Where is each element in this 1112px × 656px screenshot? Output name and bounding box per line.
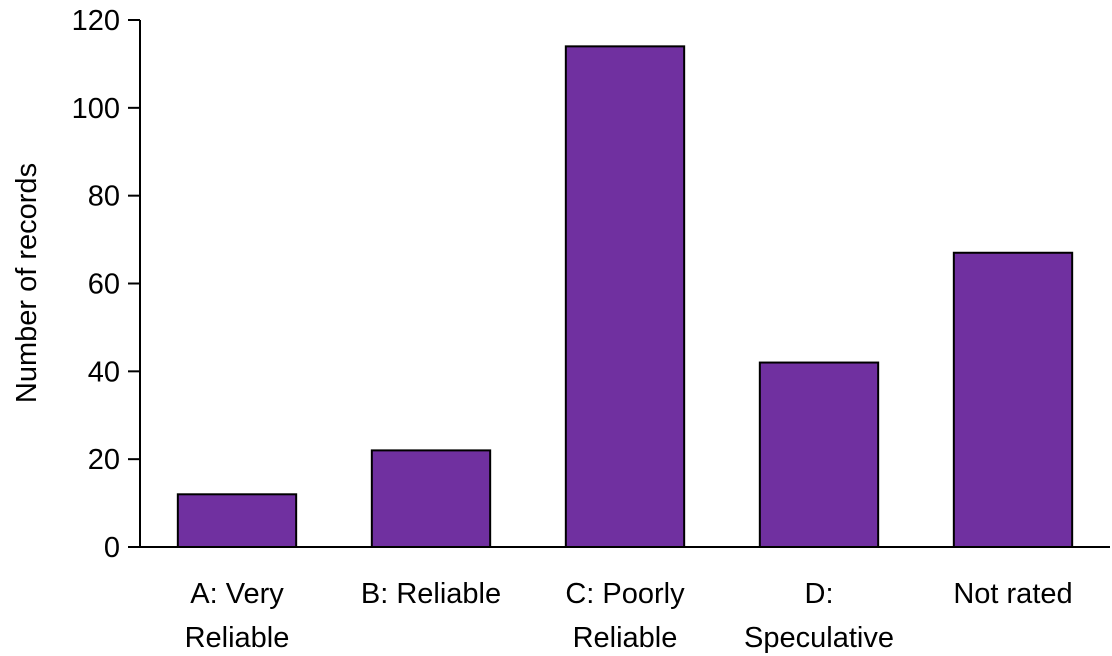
x-category-label-line: A: Very [190, 578, 284, 610]
bar [564, 45, 686, 548]
y-tick-label: 80 [88, 181, 120, 213]
y-tick-label: 100 [72, 93, 120, 125]
bar [758, 361, 880, 548]
y-tick-label: 120 [72, 5, 120, 37]
x-category-label: B: Reliable [361, 578, 501, 610]
bar [952, 251, 1074, 548]
x-category-label-line: Reliable [185, 622, 290, 654]
y-axis-ticks: 0 20 40 60 80 100 120 [72, 5, 140, 564]
x-category-label-line: Reliable [573, 622, 678, 654]
x-category-label-line: C: Poorly [565, 578, 685, 610]
x-category-label: C: Poorly Reliable [565, 578, 685, 654]
bar [370, 449, 492, 548]
y-tick-label: 0 [104, 532, 120, 564]
x-category-label: D: Speculative [744, 578, 894, 654]
bar [176, 493, 298, 548]
x-category-label: A: Very Reliable [185, 578, 290, 654]
y-axis-title: Number of records [11, 163, 43, 403]
x-category-label: Not rated [953, 578, 1072, 610]
x-category-label-line: B: Reliable [361, 578, 501, 610]
bars [176, 45, 1074, 548]
x-category-label-line: D: [805, 578, 834, 610]
y-tick-label: 20 [88, 444, 120, 476]
y-tick-label: 60 [88, 269, 120, 301]
y-tick-label: 40 [88, 356, 120, 388]
x-axis-category-labels: A: Very Reliable B: Reliable C: Poorly Relia… [185, 578, 1073, 654]
x-category-label-line: Speculative [744, 622, 894, 654]
x-category-label-line: Not rated [953, 578, 1072, 610]
